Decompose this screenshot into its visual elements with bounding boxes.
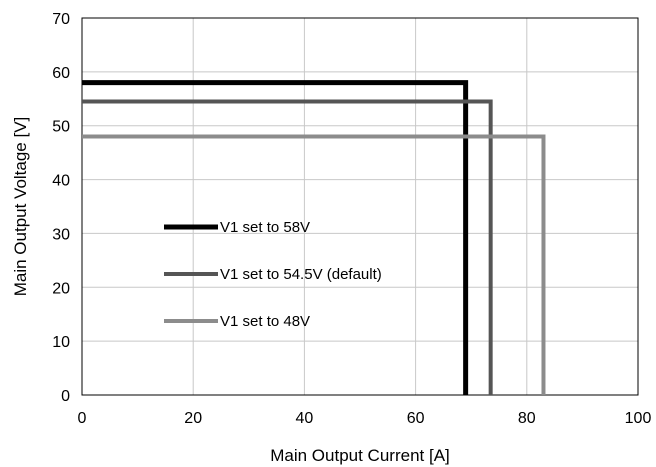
- legend-item: V1 set to 54.5V (default): [164, 266, 382, 283]
- legend-item: V1 set to 48V: [164, 313, 310, 330]
- x-tick-labels: 0 20 40 60 80 100: [78, 410, 652, 427]
- y-tick-label: 50: [52, 119, 70, 136]
- series-line: [82, 134, 546, 395]
- y-tick-labels: 0 10 20 30 40 50 60 70: [52, 11, 70, 405]
- x-tick-label: 60: [407, 410, 425, 427]
- y-tick-label: 40: [52, 173, 70, 190]
- x-tick-label: 100: [625, 410, 652, 427]
- grid: [81, 17, 639, 396]
- plot-frame: [81, 17, 639, 396]
- series-layer: [82, 80, 546, 395]
- legend-label: V1 set to 48V: [220, 313, 310, 330]
- x-axis-label: Main Output Current [A]: [270, 446, 450, 465]
- x-tick-label: 80: [518, 410, 536, 427]
- y-tick-label: 10: [52, 334, 70, 351]
- y-tick-label: 30: [52, 226, 70, 243]
- y-tick-label: 60: [52, 65, 70, 82]
- y-axis-label: Main Output Voltage [V]: [11, 117, 30, 297]
- legend: V1 set to 58V V1 set to 54.5V (default) V1…: [164, 219, 382, 330]
- y-tick-label: 20: [52, 280, 70, 297]
- x-tick-label: 40: [296, 410, 314, 427]
- y-tick-label: 0: [61, 388, 70, 405]
- series-line: [82, 99, 493, 395]
- legend-label: V1 set to 58V: [220, 219, 310, 236]
- legend-label: V1 set to 54.5V (default): [220, 266, 382, 283]
- legend-item: V1 set to 58V: [164, 219, 310, 236]
- x-tick-label: 20: [184, 410, 202, 427]
- x-tick-label: 0: [78, 410, 87, 427]
- y-tick-label: 70: [52, 11, 70, 28]
- series-line: [82, 80, 469, 395]
